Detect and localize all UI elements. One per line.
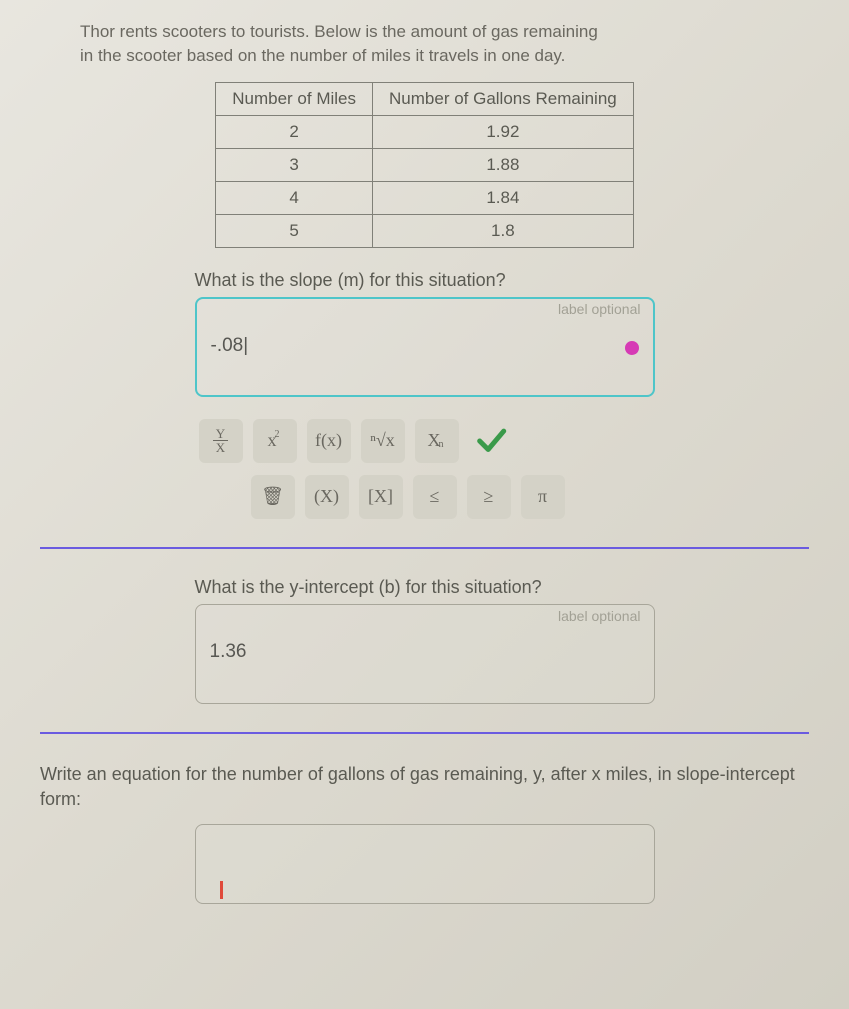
section-divider xyxy=(40,547,809,549)
math-toolbar-row2: 🗑 (X) [X] ≤ ≥ π xyxy=(195,475,655,519)
function-button[interactable]: f(x) xyxy=(307,419,351,463)
col-header-miles: Number of Miles xyxy=(216,82,373,115)
check-icon xyxy=(469,419,513,463)
table-row: 5 1.8 xyxy=(216,214,633,247)
q2-prompt: What is the y-intercept (b) for this sit… xyxy=(195,577,655,598)
math-toolbar-row1: Y X x2 f(x) ⁿ√x Xn xyxy=(195,419,655,463)
table-row: 2 1.92 xyxy=(216,115,633,148)
intro-line-2: in the scooter based on the number of mi… xyxy=(80,46,565,65)
fraction-button[interactable]: Y X xyxy=(199,419,243,463)
fraction-icon: Y X xyxy=(213,427,228,454)
table-row: 4 1.84 xyxy=(216,181,633,214)
trash-button[interactable]: 🗑 xyxy=(251,475,295,519)
yintercept-value: 1.36 xyxy=(210,641,247,662)
section-divider xyxy=(40,732,809,734)
col-header-gallons: Number of Gallons Remaining xyxy=(373,82,634,115)
paren-x-button[interactable]: (X) xyxy=(305,475,349,519)
root-button[interactable]: ⁿ√x xyxy=(361,419,405,463)
q1-input-wrap: label optional -.08| xyxy=(195,297,655,397)
text-cursor: | xyxy=(243,335,248,356)
q1-prompt: What is the slope (m) for this situation… xyxy=(195,270,655,291)
status-dot-icon xyxy=(625,341,639,355)
bracket-x-button[interactable]: [X] xyxy=(359,475,403,519)
trash-icon: 🗑 xyxy=(261,486,284,507)
q2-input-wrap: label optional 1.36 xyxy=(195,604,655,704)
ge-button[interactable]: ≥ xyxy=(467,475,511,519)
slope-value: -.08 xyxy=(211,335,244,356)
le-button[interactable]: ≤ xyxy=(413,475,457,519)
subscript-button[interactable]: Xn xyxy=(415,419,459,463)
yintercept-input[interactable]: 1.36 xyxy=(195,604,655,704)
table-row: 3 1.88 xyxy=(216,148,633,181)
data-table: Number of Miles Number of Gallons Remain… xyxy=(215,82,633,248)
slope-input[interactable]: -.08| xyxy=(195,297,655,397)
q3-prompt: Write an equation for the number of gall… xyxy=(40,762,809,812)
problem-intro: Thor rents scooters to tourists. Below i… xyxy=(40,20,809,68)
equation-input[interactable] xyxy=(195,824,655,904)
intro-line-1: Thor rents scooters to tourists. Below i… xyxy=(80,22,598,41)
pi-button[interactable]: π xyxy=(521,475,565,519)
exponent-button[interactable]: x2 xyxy=(253,419,297,463)
cursor-icon xyxy=(220,881,223,899)
